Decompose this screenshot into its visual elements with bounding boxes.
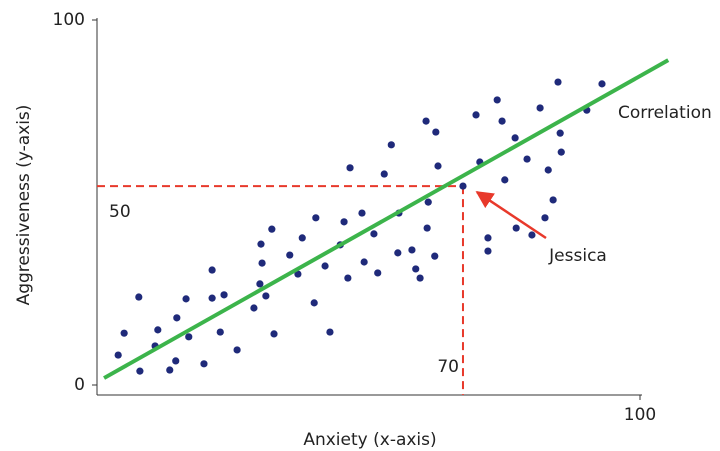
point	[512, 224, 520, 232]
point	[344, 274, 352, 282]
point	[294, 270, 302, 278]
point	[380, 170, 388, 178]
point	[536, 104, 544, 112]
point	[256, 280, 264, 288]
point	[258, 259, 266, 267]
point	[286, 251, 294, 259]
point	[312, 214, 320, 222]
trend-label: Correlation	[618, 103, 712, 123]
point	[472, 111, 480, 119]
point	[408, 246, 416, 254]
highlight-point	[459, 182, 467, 190]
point	[422, 117, 430, 125]
point	[556, 129, 564, 137]
point	[120, 329, 128, 337]
point	[135, 293, 143, 301]
point	[549, 196, 557, 204]
point	[484, 247, 492, 255]
point	[394, 249, 402, 257]
point	[431, 252, 439, 260]
annotation-label: Jessica	[548, 246, 607, 266]
y-axis-label: Aggressiveness (y-axis)	[14, 105, 34, 306]
point	[262, 292, 270, 300]
annotation-arrow	[475, 191, 547, 240]
point	[358, 209, 366, 217]
point	[370, 230, 378, 238]
point	[166, 366, 174, 374]
point	[257, 240, 265, 248]
point	[173, 314, 181, 322]
point	[423, 224, 431, 232]
point	[501, 176, 509, 184]
point	[523, 155, 531, 163]
point	[528, 231, 536, 239]
guide-label: 50	[109, 202, 131, 222]
point	[544, 166, 552, 174]
point	[432, 128, 440, 136]
point	[511, 134, 519, 142]
guide-label: 70	[437, 357, 459, 377]
point	[208, 266, 216, 274]
point	[250, 304, 258, 312]
point	[340, 218, 348, 226]
x-axis-label: Anxiety (x-axis)	[303, 430, 436, 450]
point	[268, 225, 276, 233]
point	[326, 328, 334, 336]
point	[412, 265, 420, 273]
point	[298, 234, 306, 242]
point	[216, 328, 224, 336]
point	[136, 367, 144, 375]
point	[270, 330, 278, 338]
point	[200, 360, 208, 368]
point	[172, 357, 180, 365]
y-tick-label: 100	[53, 10, 85, 30]
point	[154, 326, 162, 334]
point	[182, 295, 190, 303]
point	[220, 291, 228, 299]
point	[310, 299, 318, 307]
point	[208, 294, 216, 302]
point	[498, 117, 506, 125]
point	[374, 269, 382, 277]
trend-line	[103, 58, 670, 380]
point	[346, 164, 354, 172]
point	[484, 234, 492, 242]
point	[493, 96, 501, 104]
x-tick-label: 100	[624, 405, 656, 425]
point	[360, 258, 368, 266]
point	[598, 80, 606, 88]
point	[416, 274, 424, 282]
point	[554, 78, 562, 86]
point	[321, 262, 329, 270]
point	[114, 351, 122, 359]
y-tick-label: 0	[74, 375, 85, 395]
point	[557, 148, 565, 156]
point	[541, 214, 549, 222]
point	[185, 333, 193, 341]
point	[387, 141, 395, 149]
point	[434, 162, 442, 170]
point	[233, 346, 241, 354]
point	[424, 198, 432, 206]
